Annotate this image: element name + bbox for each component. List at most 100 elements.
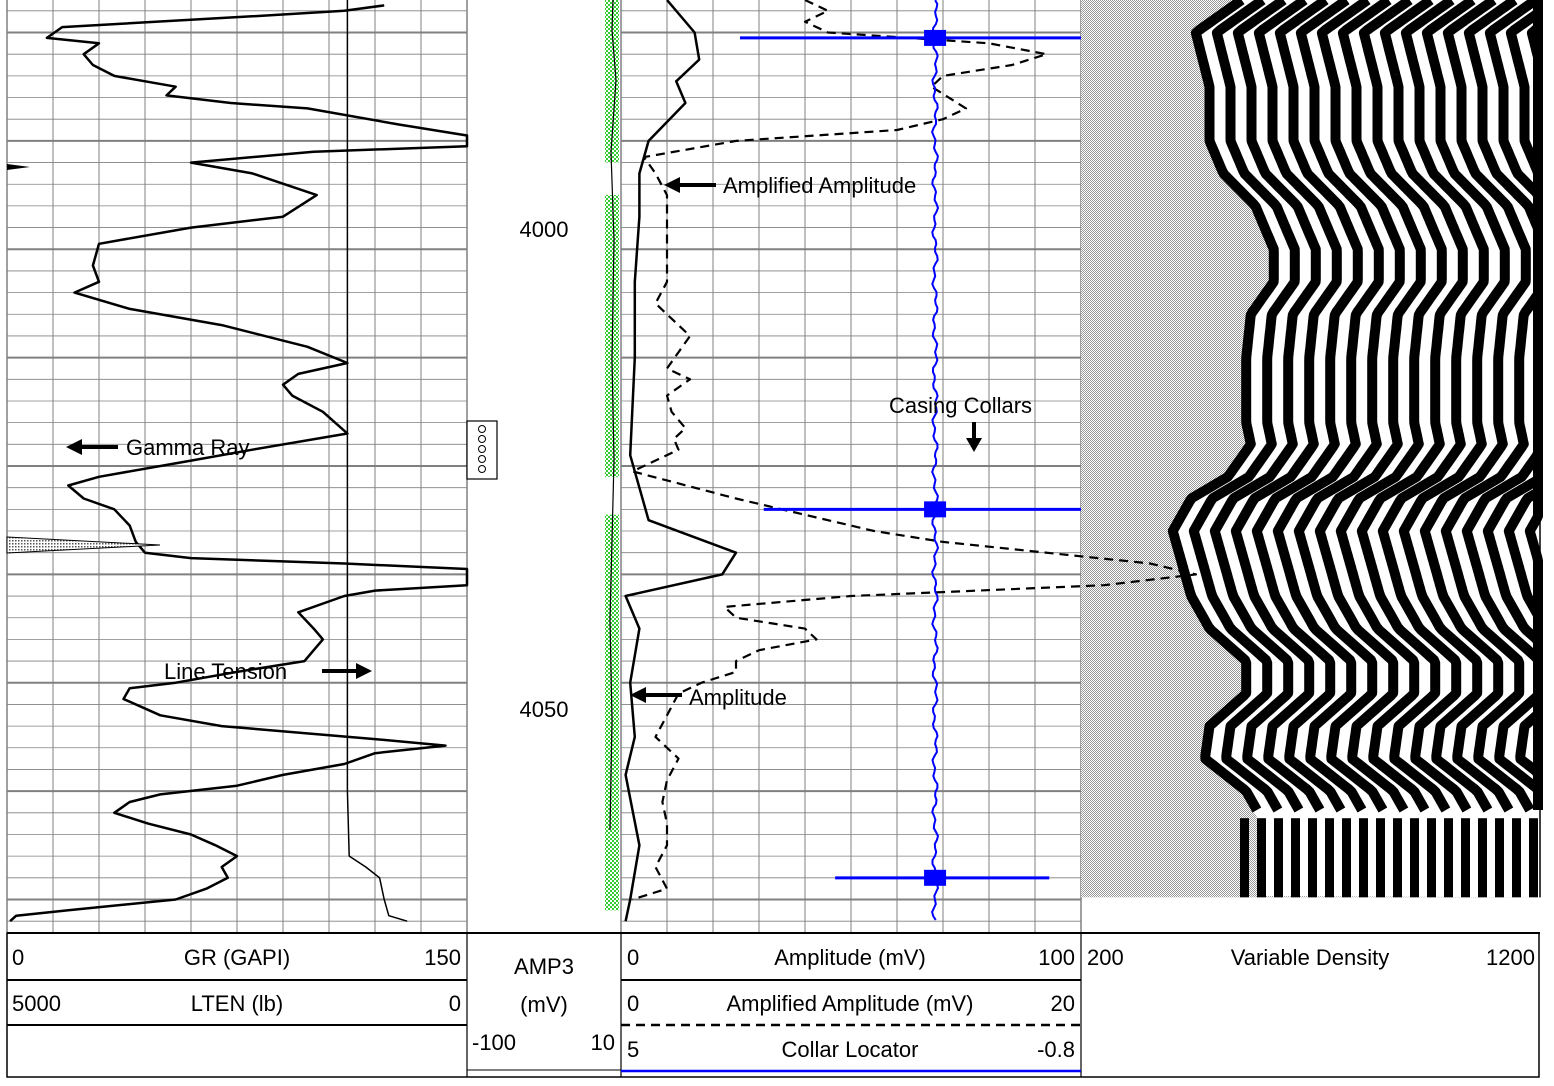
annotations: Gamma Ray Line Tension Amplified Amplitu… [66,173,1032,710]
vdl-bar [1342,818,1351,898]
casing-collars-arrowhead-icon [966,438,982,452]
amp-max: 100 [1038,945,1075,970]
ccl-name: Collar Locator [782,1037,919,1062]
ccl-max: -0.8 [1037,1037,1075,1062]
vdl-wavefront [1524,0,1543,812]
ccl-min: 5 [627,1037,639,1062]
amp-name: Amplitude (mV) [774,945,926,970]
vdl-wavefront [1356,0,1468,813]
amplified-amplitude-annotation: Amplified Amplitude [664,173,916,198]
depth-label-4000: 4000 [520,217,569,242]
depth-labels: 4000 4050 [520,217,569,722]
amp3-max: 10 [591,1030,615,1055]
amp3-min: -100 [472,1030,516,1055]
vdl-bar [1325,818,1334,898]
amplified-amplitude-arrowhead-icon [664,177,680,193]
collar-burst [924,869,947,886]
lten-name: LTEN (lb) [191,991,284,1016]
vdl-wavefront [1272,0,1384,813]
vdl-wavefront [1209,0,1321,813]
amp-amplified-name: Amplified Amplitude (mV) [727,991,974,1016]
amplified-amplitude-label: Amplified Amplitude [723,173,916,198]
line-tension-arrowhead-icon [356,663,372,679]
vdl-wavefront [1314,0,1426,813]
lten-curve [346,0,408,922]
amp3-fill [605,0,619,163]
collar-burst [924,501,947,518]
vdl-wavefront [1251,0,1363,813]
vdl-bar [1427,818,1436,898]
vdl-wavefront [1188,0,1300,813]
gr-spike-marker [7,164,30,170]
header: 0 GR (GAPI) 150 5000 LTEN (lb) 0 AMP3 (m… [6,932,1540,1078]
vdl-wavefront [1167,0,1279,813]
vdl-bar [1359,818,1368,898]
vdl-wavefront [1335,0,1447,813]
vdl-bar [1512,818,1521,898]
amp3-edge [609,0,617,831]
amplified-amplitude-curve [631,0,1198,901]
amp-amplified-max: 20 [1051,991,1075,1016]
vdl-bar [1410,818,1419,898]
vdl-wavefront [1419,0,1531,813]
casing-collars-label: Casing Collars [889,393,1032,418]
vdl-bar [1529,818,1538,898]
vdl-max: 1200 [1486,945,1535,970]
depth-label-4050: 4050 [520,697,569,722]
casing-collars-annotation: Casing Collars [889,393,1032,452]
curves [6,0,1198,923]
vdl-wavefront [1377,0,1489,813]
collar-burst [924,29,947,46]
vdl-min: 200 [1087,945,1124,970]
vdl-bar [1376,818,1385,898]
amp3-name: AMP3 [514,954,574,979]
vdl-bar [1444,818,1453,898]
vdl-header: 200 Variable Density 1200 [1087,945,1535,970]
amplitude-annotation: Amplitude [630,685,787,710]
collar-locator-curve [931,0,940,921]
gr-header: 0 GR (GAPI) 150 [12,945,461,970]
gr-min: 0 [12,945,24,970]
vdl-bar [1274,818,1283,898]
tool-marker-icon [466,420,498,480]
gr-max: 150 [424,945,461,970]
gr-curve [9,4,469,923]
vdl-wavefront [1293,0,1405,813]
amplitude-arrowhead-icon [630,687,646,703]
amplified-amplitude-header: 0 Amplified Amplitude (mV) 20 [627,991,1075,1016]
vdl-wavefront [1398,0,1510,813]
vdl-bar [1478,818,1487,898]
vdl-bar [1461,818,1470,898]
vdl-bar [1308,818,1317,898]
vdl-bar [1291,818,1300,898]
track3-grid [620,0,1082,932]
amp3-unit: (mV) [520,992,568,1017]
vdl-wavefront [1440,0,1543,813]
vdl-bar [1495,818,1504,898]
gamma-ray-arrowhead-icon [66,439,82,455]
gr-name: GR (GAPI) [184,945,290,970]
amplitude-curve [624,0,738,922]
lten-max: 0 [449,991,461,1016]
gamma-ray-annotation: Gamma Ray [66,435,249,460]
line-tension-annotation: Line Tension [164,659,372,684]
amp-min: 0 [627,945,639,970]
lten-header: 5000 LTEN (lb) 0 [12,991,461,1016]
vdl-bar [1240,818,1249,898]
vdl-bar [1257,818,1266,898]
amplitude-header: 0 Amplitude (mV) 100 [627,945,1075,970]
track1-grid [6,0,468,932]
vdl-wavefront [1230,0,1342,813]
gamma-ray-label: Gamma Ray [126,435,249,460]
lten-min: 5000 [12,991,61,1016]
collar-locator-header: 5 Collar Locator -0.8 [627,1037,1075,1062]
vdl-bar [1393,818,1402,898]
amp-amplified-min: 0 [627,991,639,1016]
vdl-image [1081,0,1543,898]
gr-filled-spike [6,536,161,554]
amplitude-label: Amplitude [689,685,787,710]
amp3-header: AMP3 (mV) -100 10 [472,954,615,1055]
line-tension-label: Line Tension [164,659,287,684]
